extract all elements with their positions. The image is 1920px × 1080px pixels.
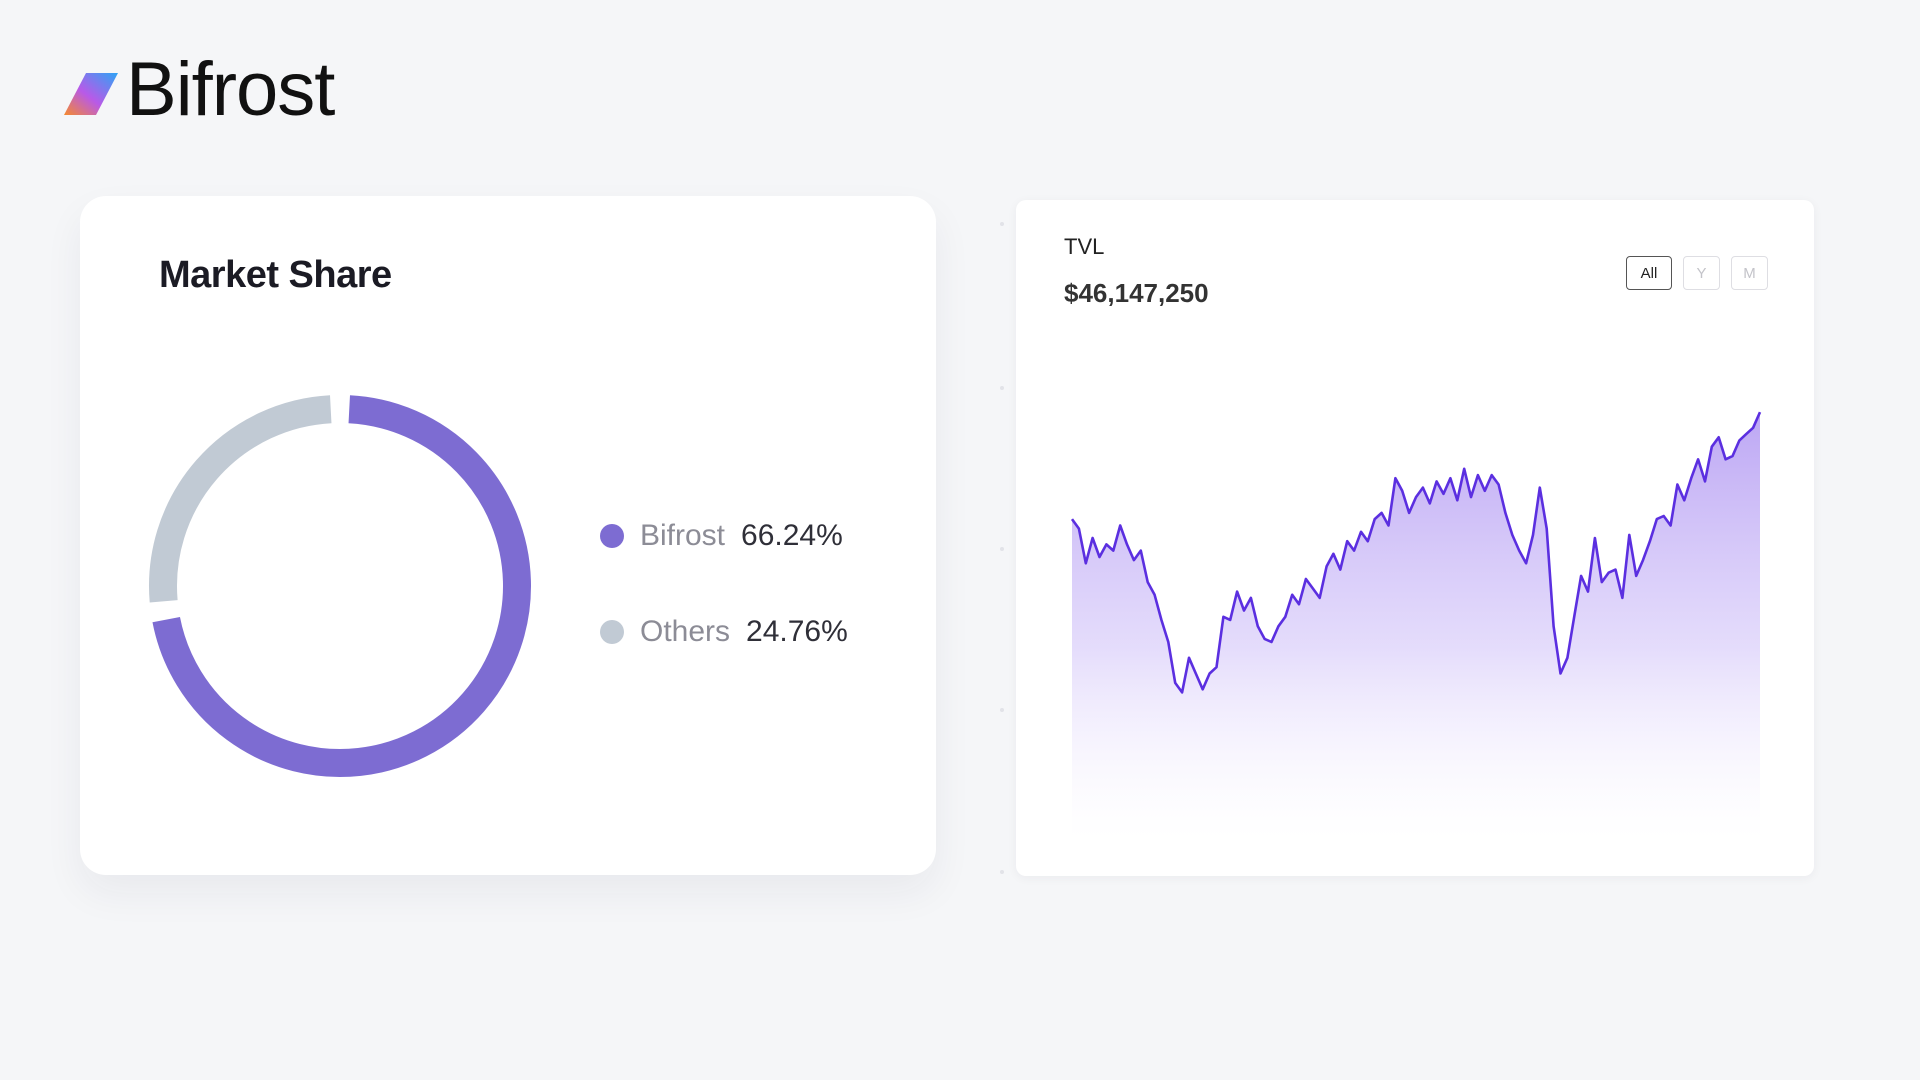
donut-slice-others [149, 395, 332, 603]
tvl-area-chart [1070, 411, 1762, 840]
bifrost-logo-icon [64, 73, 118, 115]
legend-label: Bifrost [640, 519, 726, 552]
legend-item-others: Others 24.76% [600, 612, 848, 652]
legend-value: 66.24% [741, 519, 843, 552]
tvl-value: $46,147,250 [1064, 278, 1209, 308]
legend-value: 24.76% [746, 615, 848, 648]
donut-slice-bifrost [152, 395, 531, 777]
legend-dot-others [600, 620, 624, 644]
market-share-card: Market Share Bifrost 66.24% Others 24.76… [80, 196, 936, 875]
market-share-legend: Bifrost 66.24% Others 24.76% [600, 516, 848, 708]
range-selector: All Y M [1626, 256, 1768, 290]
decor-dot [1000, 870, 1004, 874]
brand-logo: Bifrost [62, 47, 335, 132]
tvl-series-line [1070, 411, 1762, 694]
tvl-area-fill [1072, 412, 1760, 840]
decor-dot [1000, 708, 1004, 712]
tvl-label: TVL [1064, 234, 1105, 259]
legend-dot-bifrost [600, 524, 624, 548]
tvl-card: TVL $46,147,250 All Y M [1016, 200, 1814, 876]
legend-label: Others [640, 615, 731, 648]
market-share-donut [149, 395, 531, 777]
market-share-title: Market Share [159, 254, 392, 296]
range-all-button[interactable]: All [1626, 256, 1672, 290]
decor-dot [1000, 222, 1004, 226]
range-year-button[interactable]: Y [1683, 256, 1720, 290]
decor-dot [1000, 386, 1004, 390]
legend-item-bifrost: Bifrost 66.24% [600, 516, 848, 556]
decor-dot [1000, 547, 1004, 551]
range-month-button[interactable]: M [1731, 256, 1768, 290]
brand-name: Bifrost [126, 47, 335, 132]
